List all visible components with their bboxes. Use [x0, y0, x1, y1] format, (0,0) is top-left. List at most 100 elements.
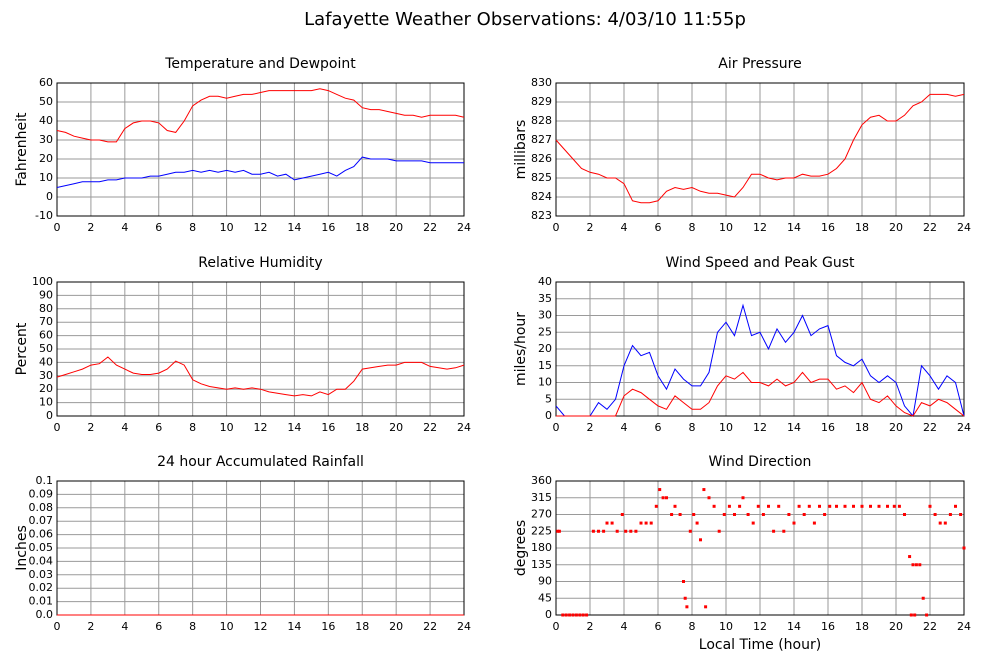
data-point [699, 538, 702, 542]
x-tick-label: 8 [689, 221, 696, 234]
data-point [678, 513, 682, 516]
y-tick-label: 35 [538, 292, 552, 305]
x-tick-label: 22 [423, 620, 437, 633]
data-point [658, 488, 662, 492]
panel-title: Temperature and Dewpoint [164, 56, 356, 72]
plot-frame [56, 281, 465, 417]
y-tick-label: 30 [538, 309, 552, 322]
data-point [869, 504, 872, 508]
y-tick-label: 20 [39, 152, 53, 165]
data-point [692, 513, 696, 516]
x-tick-label: 22 [923, 620, 937, 633]
x-tick-label: 10 [220, 421, 234, 434]
data-point [877, 504, 881, 508]
x-tick-label: 22 [923, 421, 937, 434]
data-line [56, 156, 464, 188]
data-point [688, 529, 692, 533]
x-tick-label: 4 [121, 421, 128, 434]
x-tick-label: 0 [553, 620, 560, 633]
x-tick-label: 2 [587, 221, 594, 234]
x-tick-label: 2 [87, 221, 94, 234]
y-tick-label: 0.0 [36, 608, 54, 621]
x-tick-label: 12 [753, 421, 767, 434]
data-point [792, 521, 796, 525]
data-point [777, 504, 781, 508]
data-point [782, 529, 786, 533]
data-point [707, 496, 711, 500]
x-tick-label: 22 [423, 221, 437, 234]
plot-frame [555, 281, 965, 417]
data-point [615, 529, 619, 533]
y-tick-label: 30 [39, 369, 53, 382]
y-tick-label: 40 [538, 275, 552, 288]
y-tick-label: 0.01 [29, 595, 54, 608]
y-tick-label: 0 [545, 409, 552, 422]
y-tick-label: 0 [545, 608, 552, 621]
x-tick-label: 24 [457, 221, 471, 234]
y-tick-label: 45 [538, 591, 552, 604]
data-point [925, 613, 929, 617]
y-tick-label: 0.1 [36, 474, 54, 487]
y-axis-label: Fahrenheit [14, 112, 30, 187]
x-tick-label: 4 [121, 620, 128, 633]
x-tick-label: 6 [655, 421, 662, 434]
data-point [933, 513, 937, 516]
y-tick-label: 823 [531, 209, 552, 222]
data-point [661, 496, 665, 500]
data-point [578, 613, 582, 617]
data-point [756, 504, 760, 508]
data-point [962, 546, 966, 550]
data-point [665, 496, 668, 500]
data-point [746, 513, 750, 516]
data-point [954, 504, 957, 508]
y-tick-label: 270 [531, 508, 552, 521]
data-point [908, 555, 912, 559]
data-point [685, 605, 689, 609]
y-axis-label: millibars [513, 120, 529, 180]
y-tick-label: 825 [531, 171, 552, 184]
y-tick-label: 0.07 [29, 514, 54, 527]
x-tick-label: 24 [957, 421, 971, 434]
y-tick-label: 0.04 [29, 554, 54, 567]
x-tick-label: 6 [655, 620, 662, 633]
data-point [605, 521, 609, 525]
x-tick-label: 4 [621, 221, 628, 234]
y-axis-label: miles/hour [513, 312, 529, 386]
data-point [561, 613, 565, 617]
x-axis-label: Local Time (hour) [699, 637, 821, 653]
y-tick-label: 0.02 [29, 581, 54, 594]
data-point [624, 529, 628, 533]
data-point [629, 529, 633, 533]
y-axis-label: Inches [14, 525, 30, 570]
y-tick-label: 225 [531, 524, 552, 537]
data-point [886, 504, 889, 508]
data-point [727, 504, 731, 508]
y-tick-label: 90 [538, 575, 552, 588]
y-tick-label: 100 [32, 275, 53, 288]
data-point [823, 513, 827, 516]
data-point [741, 496, 745, 500]
y-tick-label: 15 [538, 359, 552, 372]
data-point [860, 504, 864, 508]
x-tick-label: 8 [689, 620, 696, 633]
data-point [911, 563, 915, 567]
data-point [928, 504, 932, 508]
x-tick-label: 2 [87, 620, 94, 633]
x-tick-label: 0 [54, 221, 61, 234]
y-tick-label: 50 [39, 342, 53, 355]
data-point [717, 529, 721, 533]
x-tick-label: 6 [155, 421, 162, 434]
y-tick-label: 30 [39, 133, 53, 146]
x-tick-label: 24 [957, 620, 971, 633]
y-tick-label: 25 [538, 325, 552, 338]
data-point [921, 596, 925, 600]
y-tick-label: 0.05 [29, 541, 54, 554]
data-point [828, 504, 832, 508]
x-tick-label: 0 [553, 221, 560, 234]
data-point [683, 596, 687, 600]
y-tick-label: 10 [39, 171, 53, 184]
y-tick-label: 20 [538, 342, 552, 355]
x-tick-label: 2 [587, 620, 594, 633]
x-tick-label: 20 [389, 221, 403, 234]
x-tick-label: 22 [923, 221, 937, 234]
